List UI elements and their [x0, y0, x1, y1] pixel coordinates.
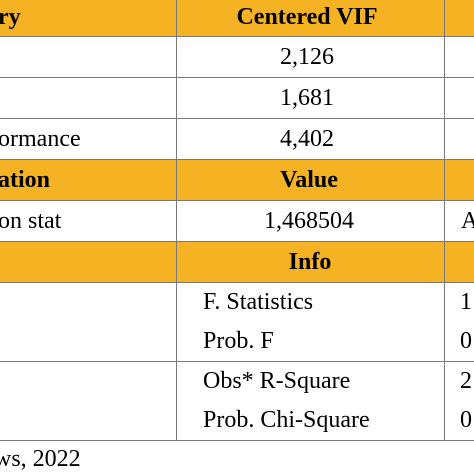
info-label: Obs* R-Square — [203, 368, 351, 394]
autocorrelation-header-value: Value — [280, 167, 338, 193]
vif-row-value: 4,402 — [280, 126, 334, 152]
vif-row-value: 2,126 — [280, 44, 334, 70]
column-divider — [444, 0, 445, 440]
table-row: 1,681 — [0, 78, 474, 118]
column-divider — [176, 0, 177, 440]
grid-line — [0, 77, 474, 78]
table-row: Obs* R-Square 2 Prob. Chi-Square 0 — [0, 362, 474, 440]
info-label: Prob. Chi-Square — [203, 407, 370, 433]
info-value: 2 — [460, 368, 472, 394]
autocorrelation-row-label: on stat — [0, 208, 62, 234]
table-row: ormance 4,402 — [0, 119, 474, 159]
info-label: F. Statistics — [203, 289, 314, 315]
vif-row-label: ormance — [0, 126, 81, 152]
vif-header-centered-vif: Centered VIF — [236, 4, 378, 30]
source-note: ws, 2022 — [0, 446, 81, 472]
info-label: Prob. F — [203, 328, 274, 354]
heteroskedasticity-header-row: Info — [0, 242, 474, 282]
grid-line — [0, 241, 474, 242]
info-value: 0 — [460, 407, 472, 433]
autocorrelation-header-test: ation — [0, 167, 51, 193]
grid-line — [0, 282, 474, 283]
info-value: 0 — [460, 328, 472, 354]
grid-line — [0, 440, 474, 441]
table-row: 2,126 — [0, 37, 474, 77]
vif-header-row: ry Centered VIF — [0, 0, 474, 36]
info-value: 1 — [460, 289, 472, 315]
grid-line — [0, 361, 474, 362]
heteroskedasticity-header-info: Info — [288, 249, 332, 275]
grid-line — [0, 200, 474, 201]
regression-diagnostics-table: ry Centered VIF 2,126 1,681 ormance 4,40… — [0, 0, 474, 441]
autocorrelation-row-result: A — [461, 208, 474, 234]
grid-line — [0, 159, 474, 160]
autocorrelation-row-value: 1,468504 — [264, 208, 354, 234]
table-row: F. Statistics 1 Prob. F 0 — [0, 283, 474, 361]
grid-line — [0, 118, 474, 119]
autocorrelation-header-row: ation Value — [0, 160, 474, 200]
grid-line — [0, 36, 474, 37]
vif-row-value: 1,681 — [280, 85, 334, 111]
vif-header-variable: ry — [0, 4, 21, 30]
table-row: on stat 1,468504 A — [0, 201, 474, 241]
